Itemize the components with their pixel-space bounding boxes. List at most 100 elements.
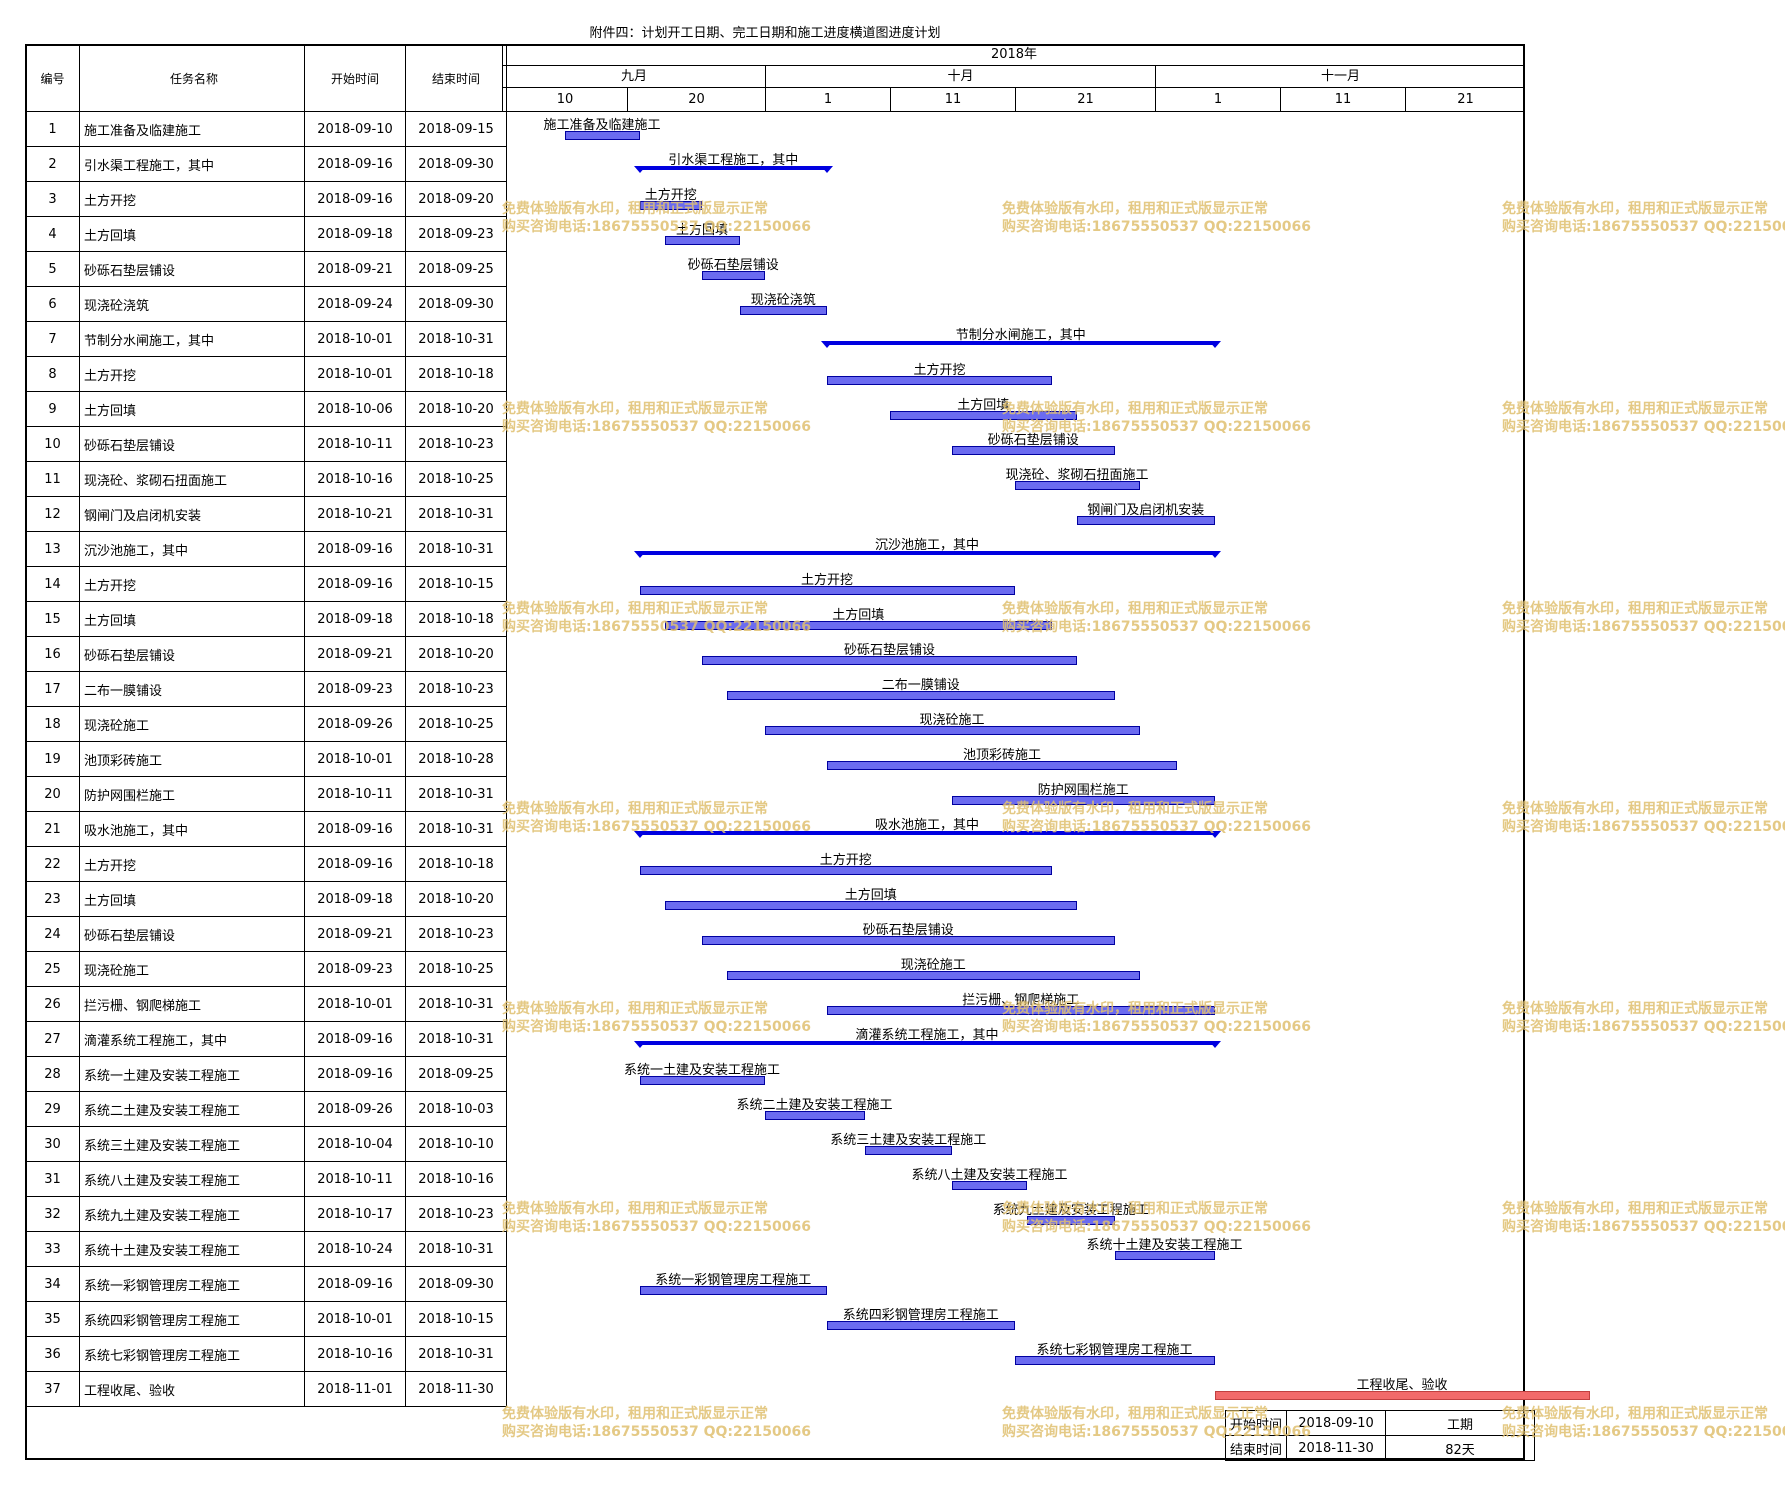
bar-label: 土方回填 [844,888,897,903]
task-start: 2018-09-21 [304,636,406,672]
task-name: 现浇砼浇筑 [79,286,305,322]
watermark-line: 免费体验版有水印，租用和正式版显示正常 [502,1001,768,1017]
watermark-line: 购买咨询电话:18675550537 QQ:22150066 [1502,219,1785,235]
task-no: 8 [25,356,80,392]
task-name: 现浇砼、浆砌石扭面施工 [79,461,305,497]
task-no: 35 [25,1301,80,1337]
task-end: 2018-10-28 [405,741,507,777]
task-start: 2018-09-23 [304,951,406,987]
task-name: 节制分水闸施工，其中 [79,321,305,357]
bar-label: 二布一膜铺设 [881,678,960,693]
table-row: 35 系统四彩钢管理房工程施工 2018-10-01 2018-10-15 [25,1301,507,1337]
watermark-line: 免费体验版有水印，租用和正式版显示正常 [1502,1201,1768,1217]
table-row: 9 土方回填 2018-10-06 2018-10-20 [25,391,507,427]
task-no: 27 [25,1021,80,1057]
column-header-end: 结束时间 [405,44,507,112]
table-row: 32 系统九土建及安装工程施工 2018-10-17 2018-10-23 [25,1196,507,1232]
task-end: 2018-10-31 [405,1231,507,1267]
task-name: 土方回填 [79,216,305,252]
task-bar [952,1181,1027,1190]
task-bar [702,271,765,280]
watermark: 免费体验版有水印，租用和正式版显示正常 购买咨询电话:18675550537 QQ… [1002,800,1311,836]
task-name: 系统九土建及安装工程施工 [79,1196,305,1232]
bar-label: 滴灌系统工程施工，其中 [855,1028,999,1043]
table-row: 2 引水渠工程施工，其中 2018-09-16 2018-09-30 [25,146,507,182]
bar-label: 系统八土建及安装工程施工 [911,1168,1068,1183]
bar-label: 砂砾石垫层铺设 [843,643,936,658]
watermark-line: 免费体验版有水印，租用和正式版显示正常 [1002,201,1268,217]
summary-start-value: 2018-09-10 [1286,1410,1387,1436]
task-name: 系统二土建及安装工程施工 [79,1091,305,1127]
task-end: 2018-10-31 [405,496,507,532]
task-end: 2018-10-31 [405,531,507,567]
watermark-line: 免费体验版有水印，租用和正式版显示正常 [1502,1001,1768,1017]
task-end: 2018-10-25 [405,706,507,742]
task-start: 2018-10-16 [304,461,406,497]
watermark-line: 购买咨询电话:18675550537 QQ:22150066 [1002,1219,1311,1235]
task-end: 2018-10-23 [405,916,507,952]
task-end: 2018-10-31 [405,986,507,1022]
task-start: 2018-09-21 [304,251,406,287]
summary-bar [821,341,1220,348]
task-start: 2018-09-26 [304,1091,406,1127]
task-bar [1027,1216,1115,1225]
task-name: 系统一土建及安装工程施工 [79,1056,305,1092]
task-no: 20 [25,776,80,812]
bar-label: 吸水池施工，其中 [874,818,980,833]
watermark-line: 购买咨询电话:18675550537 QQ:22150066 [1002,819,1311,835]
task-no: 24 [25,916,80,952]
task-start: 2018-09-18 [304,216,406,252]
table-row: 31 系统八土建及安装工程施工 2018-10-11 2018-10-16 [25,1161,507,1197]
task-start: 2018-10-17 [304,1196,406,1232]
bar-label: 砂砾石垫层铺设 [987,433,1079,448]
watermark-line: 购买咨询电话:18675550537 QQ:22150066 [1502,1219,1785,1235]
task-no: 26 [25,986,80,1022]
bar-label: 系统七彩钢管理房工程施工 [1036,1343,1193,1358]
task-no: 2 [25,146,80,182]
bar-label: 节制分水闸施工，其中 [955,328,1086,343]
watermark: 免费体验版有水印，租用和正式版显示正常 购买咨询电话:18675550537 QQ… [502,200,811,236]
task-no: 36 [25,1336,80,1372]
table-row: 30 系统三土建及安装工程施工 2018-10-04 2018-10-10 [25,1126,507,1162]
task-end: 2018-10-20 [405,881,507,917]
task-start: 2018-10-01 [304,356,406,392]
watermark-line: 购买咨询电话:18675550537 QQ:22150066 [502,819,811,835]
watermark-line: 购买咨询电话:18675550537 QQ:22150066 [502,1019,811,1035]
task-start: 2018-09-16 [304,811,406,847]
task-name: 土方开挖 [79,356,305,392]
task-no: 1 [25,111,80,147]
bar-label: 引水渠工程施工，其中 [668,153,799,168]
watermark: 免费体验版有水印，租用和正式版显示正常 购买咨询电话:18675550537 QQ… [1002,1405,1311,1441]
watermark-line: 免费体验版有水印，租用和正式版显示正常 [1002,1406,1268,1422]
task-start: 2018-09-18 [304,881,406,917]
task-no: 13 [25,531,80,567]
task-start: 2018-09-16 [304,1021,406,1057]
task-bar [664,901,1077,910]
bar-label: 土方开挖 [644,188,697,203]
task-name: 系统十土建及安装工程施工 [79,1231,305,1267]
watermark: 免费体验版有水印，租用和正式版显示正常 购买咨询电话:18675550537 QQ… [502,1405,811,1441]
table-row: 17 二布一膜铺设 2018-09-23 2018-10-23 [25,671,507,707]
task-start: 2018-10-24 [304,1231,406,1267]
task-no: 16 [25,636,80,672]
table-row: 18 现浇砼施工 2018-09-26 2018-10-25 [25,706,507,742]
task-start: 2018-09-26 [304,706,406,742]
task-start: 2018-09-16 [304,181,406,217]
watermark: 免费体验版有水印，租用和正式版显示正常 购买咨询电话:18675550537 QQ… [1502,800,1785,836]
table-row: 36 系统七彩钢管理房工程施工 2018-10-16 2018-10-31 [25,1336,507,1372]
bar-label: 土方回填 [675,223,729,238]
task-name: 土方开挖 [79,566,305,602]
task-no: 33 [25,1231,80,1267]
task-name: 系统一彩钢管理房工程施工 [79,1266,305,1302]
task-no: 6 [25,286,80,322]
task-name: 系统七彩钢管理房工程施工 [79,1336,305,1372]
bar-label: 土方开挖 [913,363,966,378]
task-name: 砂砾石垫层铺设 [79,916,305,952]
timeline-month-sep: 九月 [502,66,765,88]
task-no: 3 [25,181,80,217]
watermark-line: 购买咨询电话:18675550537 QQ:22150066 [1002,619,1311,635]
task-no: 9 [25,391,80,427]
bar-label: 现浇砼施工 [919,713,985,728]
watermark-line: 购买咨询电话:18675550537 QQ:22150066 [1502,619,1785,635]
bar-label: 土方开挖 [800,573,854,588]
